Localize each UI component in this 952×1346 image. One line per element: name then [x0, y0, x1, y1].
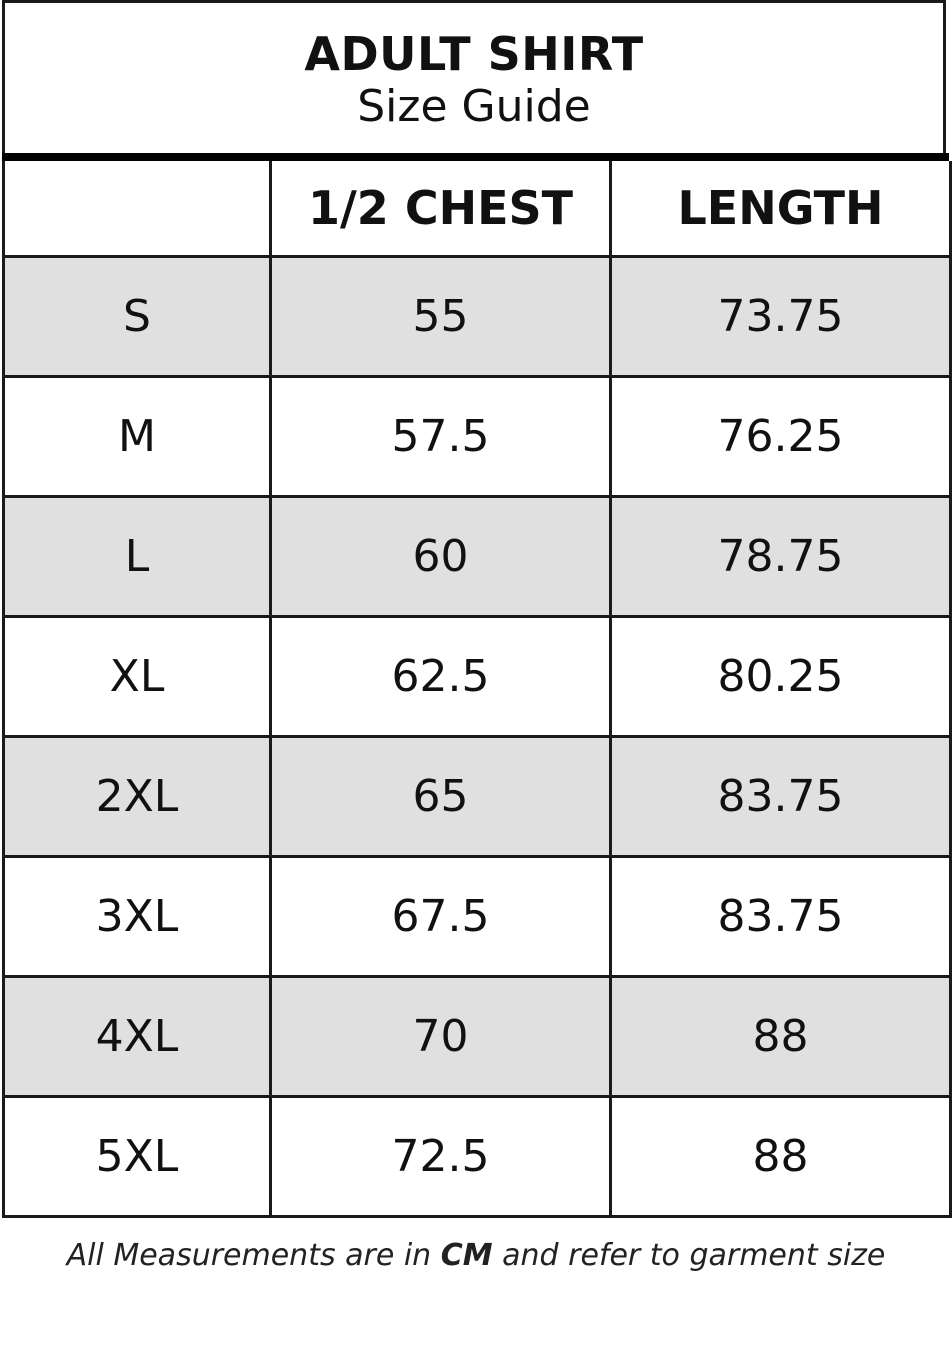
table-row: 5XL 72.5 88	[2, 1095, 952, 1218]
footer-text-end: and refer to garment size	[492, 1238, 886, 1273]
cell-length: 88	[609, 975, 952, 1098]
table-row: 3XL 67.5 83.75	[2, 855, 952, 978]
footer-unit: CM	[440, 1238, 493, 1273]
cell-chest: 57.5	[269, 375, 612, 498]
subtitle: Size Guide	[357, 81, 591, 132]
cell-length: 76.25	[609, 375, 952, 498]
table-row: S 55 73.75	[2, 255, 952, 378]
header-length: LENGTH	[609, 161, 952, 258]
cell-length: 83.75	[609, 735, 952, 858]
cell-chest: 62.5	[269, 615, 612, 738]
size-table: 1/2 CHEST LENGTH S 55 73.75 M 57.5 76.25 L 60 78…	[2, 161, 952, 1218]
title: ADULT SHIRT	[304, 27, 644, 81]
table-row: L 60 78.75	[2, 495, 952, 618]
cell-size: 4XL	[2, 975, 272, 1098]
title-box: ADULT SHIRT Size Guide	[2, 0, 946, 153]
header-row: 1/2 CHEST LENGTH	[2, 161, 952, 258]
table-row: XL 62.5 80.25	[2, 615, 952, 738]
cell-length: 73.75	[609, 255, 952, 378]
cell-size: XL	[2, 615, 272, 738]
table-row: 2XL 65 83.75	[2, 735, 952, 858]
table-row: 4XL 70 88	[2, 975, 952, 1098]
cell-chest: 55	[269, 255, 612, 378]
cell-chest: 67.5	[269, 855, 612, 978]
table-row: M 57.5 76.25	[2, 375, 952, 498]
cell-size: M	[2, 375, 272, 498]
cell-length: 80.25	[609, 615, 952, 738]
cell-size: 5XL	[2, 1095, 272, 1218]
cell-size: L	[2, 495, 272, 618]
cell-length: 88	[609, 1095, 952, 1218]
cell-size: S	[2, 255, 272, 378]
header-chest: 1/2 CHEST	[269, 161, 612, 258]
cell-size: 3XL	[2, 855, 272, 978]
cell-length: 83.75	[609, 855, 952, 978]
footer-text: All Measurements are in	[66, 1238, 441, 1273]
cell-chest: 72.5	[269, 1095, 612, 1218]
cell-chest: 70	[269, 975, 612, 1098]
cell-chest: 60	[269, 495, 612, 618]
header-size	[2, 161, 272, 258]
title-divider	[2, 153, 949, 161]
cell-chest: 65	[269, 735, 612, 858]
cell-size: 2XL	[2, 735, 272, 858]
footer-note: All Measurements are in CM and refer to …	[0, 1238, 952, 1273]
cell-length: 78.75	[609, 495, 952, 618]
